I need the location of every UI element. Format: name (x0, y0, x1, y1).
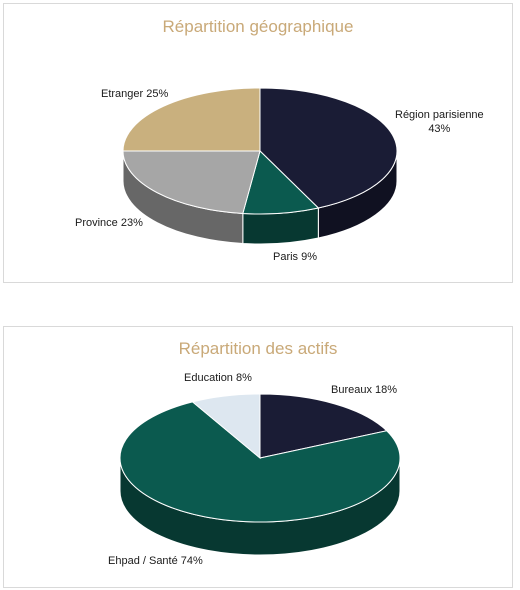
label-region-parisienne-name: Région parisienne (395, 109, 484, 121)
label-etranger: Etranger 25% (101, 88, 169, 100)
pie-slice-etranger (122, 87, 261, 152)
pie-slice-bureaux (259, 393, 388, 459)
pie-slice-province (122, 150, 261, 215)
pie-slice-education (191, 393, 261, 460)
pie-side-walls (122, 150, 398, 245)
label-education: Education 8% (184, 372, 252, 384)
chart-title: Répartition des actifs (178, 339, 338, 358)
chart-title: Répartition géographique (162, 17, 354, 36)
chart-assets: Répartition des actifs Bureaux 18% Ehpad… (3, 326, 513, 588)
label-ehpad-sante: Ehpad / Santé 74% (108, 555, 203, 567)
pie-chart-geographic (122, 87, 398, 245)
label-province: Province 23% (75, 217, 143, 229)
pie-chart-assets (119, 393, 401, 556)
pie-slice-ehpad-sante (119, 401, 401, 523)
label-paris: Paris 9% (273, 251, 318, 263)
label-bureaux: Bureaux 18% (331, 384, 398, 396)
chart-geographic: Répartition géographique Région parisien… (3, 3, 513, 283)
label-region-parisienne-value: 43% (428, 123, 451, 135)
pie-slice-region-parisienne (259, 87, 398, 209)
label-region-parisienne: Région parisienne 43% (395, 108, 484, 136)
